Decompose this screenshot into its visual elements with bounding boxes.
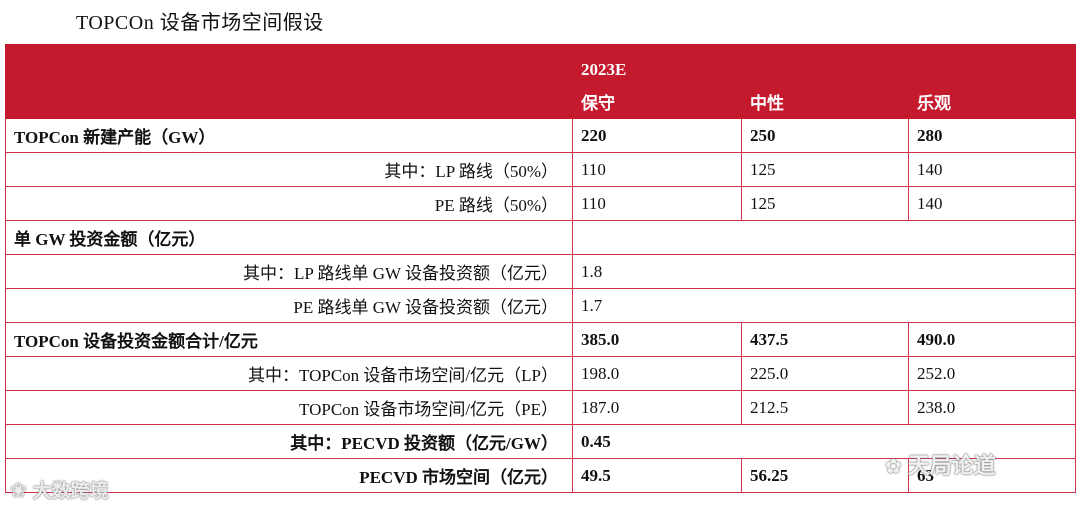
header-scenario-conservative: 保守 — [572, 84, 742, 119]
row-label: 其中：LP 路线（50%） — [5, 152, 573, 187]
table-row: 其中：LP 路线（50%） 110 125 140 — [5, 152, 1076, 187]
cell-value: 110 — [572, 186, 742, 221]
cell-value: 49.5 — [572, 458, 742, 493]
header-scenario-neutral: 中性 — [741, 84, 909, 119]
row-label: 其中：TOPCon 设备市场空间/亿元（LP） — [5, 356, 573, 391]
table-row: 其中：LP 路线单 GW 设备投资额（亿元） 1.8 — [5, 254, 1076, 289]
watermark-left: ❀ 大数跨境 — [10, 476, 109, 503]
cell-value: 1.7 — [572, 288, 1076, 323]
cell-value: 198.0 — [572, 356, 742, 391]
cell-value: 280 — [908, 118, 1076, 153]
row-label: PECVD 市场空间（亿元） — [5, 458, 573, 493]
cell-value: 0.45 — [572, 424, 1076, 459]
cell-value: 140 — [908, 152, 1076, 187]
table-row: PE 路线（50%） 110 125 140 — [5, 186, 1076, 221]
header-row-year: 2023E — [5, 44, 1076, 119]
table-row: PE 路线单 GW 设备投资额（亿元） 1.7 — [5, 288, 1076, 323]
cell-value: 385.0 — [572, 322, 742, 357]
cell-value: 125 — [741, 186, 909, 221]
cell-value: 56.25 — [741, 458, 909, 493]
chat-bubble-icon: ❀ — [10, 478, 27, 502]
table-row: TOPCon 设备投资金额合计/亿元 385.0 437.5 490.0 — [5, 322, 1076, 357]
cell-value: 220 — [572, 118, 742, 153]
row-label: 其中：LP 路线单 GW 设备投资额（亿元） — [5, 254, 573, 289]
watermark-left-text: 大数跨境 — [32, 480, 109, 502]
table-row: TOPCon 设备市场空间/亿元（PE） 187.0 212.5 238.0 — [5, 390, 1076, 425]
cell-value: 1.8 — [572, 254, 1076, 289]
market-assumption-table: 2023E 保守 中性 乐观 TOPCon 新建产能（GW） 220 250 2… — [5, 44, 1076, 493]
row-label: PE 路线（50%） — [5, 186, 573, 221]
cell-value: 437.5 — [741, 322, 909, 357]
page-title: TOPCOn 设备市场空间假设 — [76, 12, 324, 34]
row-label: TOPCon 新建产能（GW） — [5, 118, 573, 153]
row-label: TOPCon 设备市场空间/亿元（PE） — [5, 390, 573, 425]
cell-value: 212.5 — [741, 390, 909, 425]
cell-value: 140 — [908, 186, 1076, 221]
row-label: 其中：PECVD 投资额（亿元/GW） — [5, 424, 573, 459]
cell-value: 125 — [741, 152, 909, 187]
table-row: 单 GW 投资金额（亿元） — [5, 220, 1076, 255]
cell-value: 252.0 — [908, 356, 1076, 391]
cell-value: 225.0 — [741, 356, 909, 391]
cell-value: 110 — [572, 152, 742, 187]
header-row-scenarios: 保守 中性 乐观 — [6, 84, 1076, 119]
table-row: TOPCon 新建产能（GW） 220 250 280 — [5, 118, 1076, 153]
header-scenario-optimistic: 乐观 — [908, 84, 1076, 119]
header-year: 2023E — [572, 44, 1076, 85]
wechat-icon: ✿ — [885, 454, 902, 478]
table-row: 其中：TOPCon 设备市场空间/亿元（LP） 198.0 225.0 252.… — [5, 356, 1076, 391]
watermark-right: ✿ 天局论道 — [885, 448, 996, 480]
row-label: PE 路线单 GW 设备投资额（亿元） — [5, 288, 573, 323]
cell-empty — [572, 220, 1076, 255]
table-row: 其中：PECVD 投资额（亿元/GW） 0.45 — [5, 424, 1076, 459]
watermark-right-text: 天局论道 — [907, 454, 996, 479]
row-label: 单 GW 投资金额（亿元） — [5, 220, 573, 255]
table-row: PECVD 市场空间（亿元） 49.5 56.25 63 — [5, 458, 1076, 493]
cell-value: 250 — [741, 118, 909, 153]
cell-value: 490.0 — [908, 322, 1076, 357]
cell-value: 63 — [908, 458, 1076, 493]
cell-value: 187.0 — [572, 390, 742, 425]
header-empty-cell — [5, 44, 573, 119]
row-label: TOPCon 设备投资金额合计/亿元 — [5, 322, 573, 357]
cell-value: 238.0 — [908, 390, 1076, 425]
